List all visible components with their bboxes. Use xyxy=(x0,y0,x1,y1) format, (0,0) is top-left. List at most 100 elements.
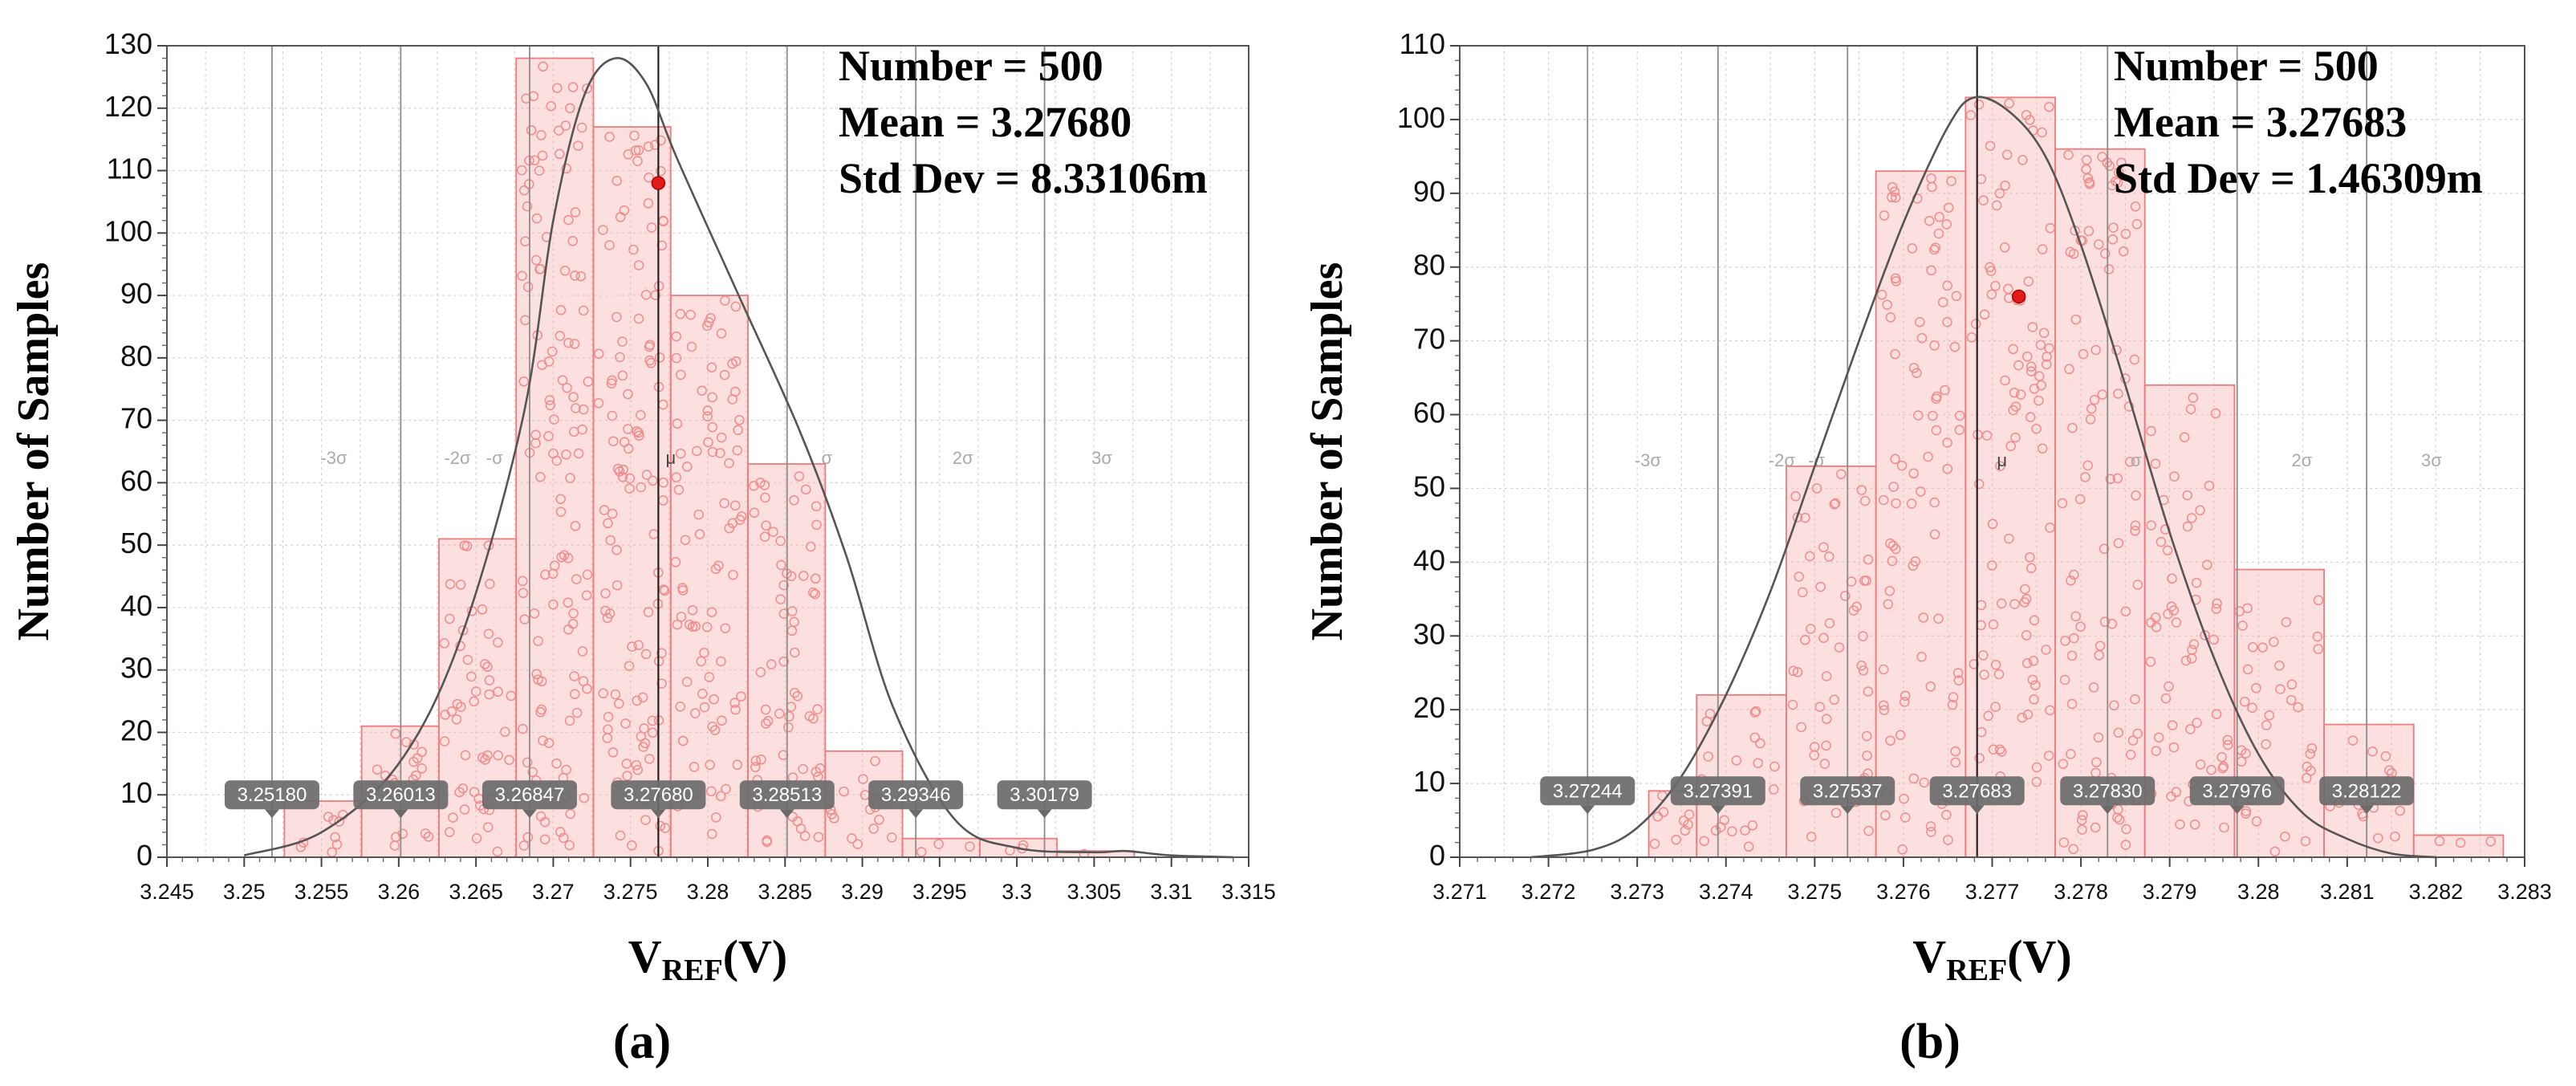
sample-dot xyxy=(1889,186,1900,197)
sample-dot xyxy=(2109,700,2119,711)
sample-dot xyxy=(1952,668,1964,678)
sample-dot xyxy=(719,498,729,509)
sample-dot xyxy=(397,828,408,840)
sample-dot xyxy=(2025,552,2035,563)
sample-dot xyxy=(2251,816,2262,827)
sample-dot xyxy=(1863,686,1874,697)
sigma-value-tag: 3.27537 xyxy=(1800,776,1895,815)
sample-dot xyxy=(1883,599,1894,609)
y-tick-label: 60 xyxy=(120,464,152,497)
sigma-label: σ xyxy=(821,448,832,468)
mean-point xyxy=(651,176,666,190)
sample-dot xyxy=(563,597,574,608)
sample-dot xyxy=(2090,344,2101,356)
sample-dot xyxy=(675,308,686,319)
sample-dot xyxy=(1888,482,1899,492)
sample-dot xyxy=(1882,299,1892,310)
panel-caption: (b) xyxy=(1899,1015,1960,1069)
sample-dot xyxy=(2153,732,2164,743)
sample-dot xyxy=(2305,748,2316,759)
x-axis-label-unit: (V) xyxy=(2007,930,2072,982)
sample-dot xyxy=(676,612,687,622)
sample-dot xyxy=(1878,664,1889,675)
sample-dot xyxy=(1749,707,1761,718)
sample-dot xyxy=(2127,735,2139,746)
sample-dot xyxy=(2162,545,2173,555)
sample-dot xyxy=(470,686,481,697)
sample-dot xyxy=(471,833,482,844)
sigma-tag-box xyxy=(997,780,1092,810)
sample-dot xyxy=(1915,316,1925,327)
sample-dot xyxy=(1942,316,1952,327)
sample-dot xyxy=(692,445,702,457)
sample-dot xyxy=(331,839,343,850)
sample-dot xyxy=(2185,404,2196,414)
sample-dot xyxy=(732,759,743,771)
sample-dot xyxy=(537,150,548,161)
sample-dot xyxy=(466,671,477,682)
sigma-value-tag: 3.27680 xyxy=(611,780,706,819)
y-tick-label: 80 xyxy=(1413,249,1445,282)
sample-dot xyxy=(559,550,570,561)
sample-dot xyxy=(2395,805,2405,816)
sample-dot xyxy=(1912,368,1922,378)
sigma-value-tag: 3.26013 xyxy=(353,780,449,819)
sample-dot xyxy=(408,756,419,767)
sample-dot xyxy=(1787,699,1798,710)
sample-dot xyxy=(776,559,786,571)
sample-dot xyxy=(1830,498,1841,509)
sample-dot xyxy=(2160,524,2171,535)
sample-dot xyxy=(1879,705,1890,715)
sample-dot xyxy=(570,689,580,700)
sample-dot xyxy=(792,690,803,702)
sigma-label: -2σ xyxy=(1769,450,1796,470)
sample-dot xyxy=(768,527,778,537)
x-tick-label: 3.274 xyxy=(1699,880,1753,904)
sample-dot xyxy=(2269,637,2279,647)
sample-dot xyxy=(798,571,809,581)
sample-dot xyxy=(630,145,641,156)
sample-dot xyxy=(2113,538,2124,548)
sample-dot xyxy=(2004,533,2014,544)
sample-dot xyxy=(547,568,559,580)
sample-dot xyxy=(1815,581,1826,592)
x-tick-label: 3.271 xyxy=(1432,880,1487,904)
sample-dot xyxy=(1859,576,1870,586)
sigma-tag-box xyxy=(353,780,449,810)
sample-dot xyxy=(615,830,626,841)
sample-dot xyxy=(2074,494,2086,505)
sample-dot xyxy=(578,305,589,316)
sample-dot xyxy=(2099,543,2110,554)
sample-dot xyxy=(1948,692,1959,702)
sample-dot xyxy=(1941,809,1952,820)
sigma-tag-pointer xyxy=(651,809,666,819)
sample-dot xyxy=(479,659,490,669)
sample-dot xyxy=(811,519,822,531)
sample-dot xyxy=(1924,215,1935,226)
sample-dot xyxy=(858,774,868,784)
sample-dot xyxy=(568,392,579,402)
sample-dot xyxy=(760,704,771,715)
sample-dot xyxy=(1879,700,1889,710)
sample-dot xyxy=(660,823,671,833)
sample-dot xyxy=(1983,710,1993,722)
sample-dot xyxy=(594,348,604,360)
sample-dot xyxy=(870,755,880,767)
sample-dot xyxy=(1887,181,1898,193)
sample-dot xyxy=(1887,192,1897,203)
sample-dot xyxy=(1997,598,2007,609)
sample-dot xyxy=(2390,831,2400,842)
sigma-tag-label: 3.27976 xyxy=(2202,780,2272,802)
sample-dot xyxy=(1792,667,1803,677)
sample-dot xyxy=(1755,738,1765,749)
sample-dot xyxy=(1701,716,1713,726)
sample-dot xyxy=(798,763,808,775)
sample-dot xyxy=(710,563,721,575)
x-tick-label: 3.3 xyxy=(1002,880,1032,904)
sample-dot xyxy=(717,715,727,726)
sample-dot xyxy=(694,529,705,539)
sample-dot xyxy=(607,747,619,758)
sigma-tag-label: 3.27830 xyxy=(2073,780,2143,802)
sample-dot xyxy=(2025,563,2037,574)
sample-dot xyxy=(2132,728,2143,739)
